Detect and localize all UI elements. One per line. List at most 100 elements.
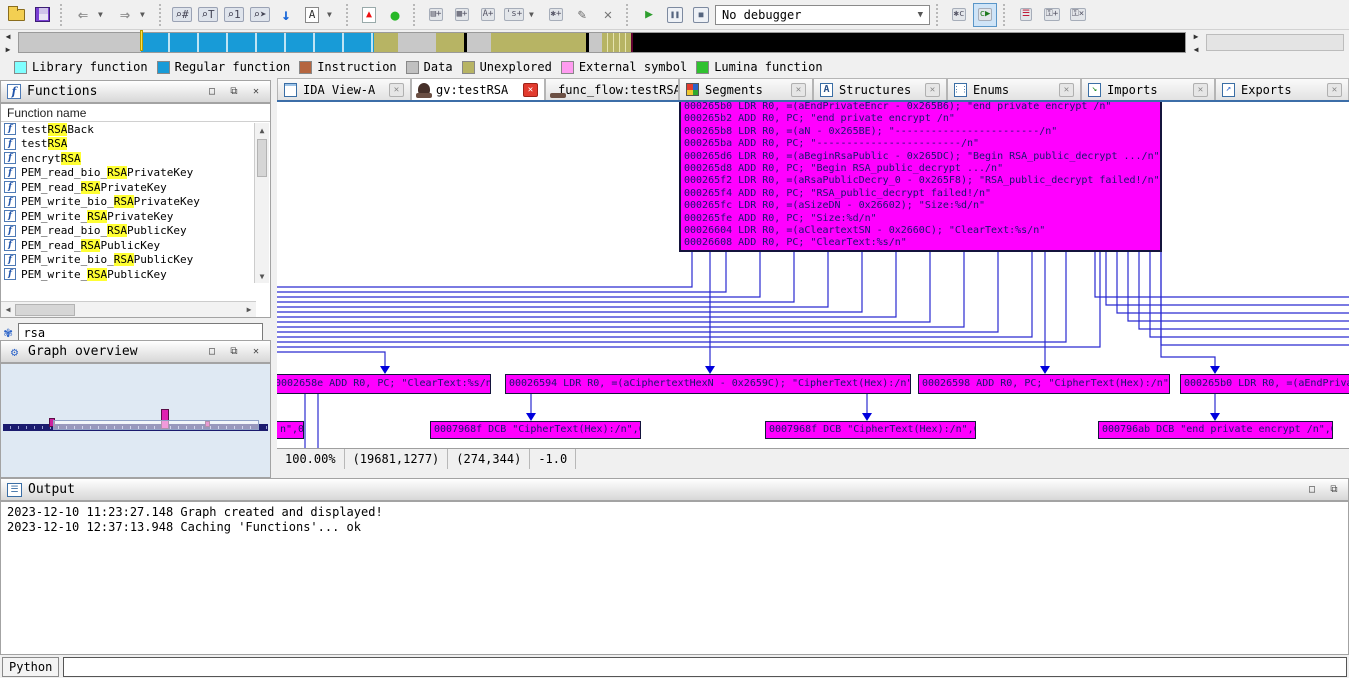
start-process-button[interactable]: ▶: [637, 3, 661, 27]
undefine-button[interactable]: ✕: [596, 3, 620, 27]
navigate-forward-button[interactable]: ⇒: [113, 3, 137, 27]
function-list-item[interactable]: f PEM_write_bio_RSAPrivateKey: [1, 195, 270, 210]
notebook-button[interactable]: ☰: [1014, 3, 1038, 27]
navband-scroll-left[interactable]: ◀ ▶: [2, 32, 14, 54]
function-list-item[interactable]: f PEM_read_RSAPublicKey: [1, 238, 270, 253]
pause-process-button[interactable]: ❚❚: [663, 3, 687, 27]
legend-label: Unexplored: [479, 60, 552, 74]
float-icon[interactable]: ⧉: [230, 346, 238, 357]
close-icon[interactable]: ✕: [252, 86, 260, 97]
navigate-back-button[interactable]: ⇐: [71, 3, 95, 27]
basic-block-node[interactable]: 000265b0 LDR R0, =(aEndPrivateEncr - 0x2…: [679, 102, 1162, 252]
scroll-down-icon[interactable]: ▼: [259, 271, 265, 281]
open-file-button[interactable]: [4, 3, 28, 27]
produce-c-file-button[interactable]: ✱c: [947, 3, 971, 27]
navband-position-marker: [140, 30, 143, 51]
close-icon[interactable]: ✕: [252, 346, 260, 357]
navigate-forward-dropdown[interactable]: ▼: [139, 3, 153, 27]
functions-vertical-scrollbar[interactable]: ▲ ▼: [254, 123, 269, 283]
functions-horizontal-scrollbar[interactable]: ◀ ▶: [1, 301, 256, 317]
make-string-button[interactable]: A+: [476, 3, 500, 27]
graph-overview-title-bar[interactable]: ⚙ Graph overview □ ⧉ ✕: [0, 340, 271, 363]
functions-title-bar[interactable]: f Functions □ ⧉ ✕: [0, 80, 271, 103]
text-view-button[interactable]: A: [300, 3, 324, 27]
search-text-button[interactable]: ⌕T: [196, 3, 220, 27]
function-list-item[interactable]: f PEM_write_RSAPrivateKey: [1, 209, 270, 224]
tab-exports[interactable]: ↗ Exports ✕: [1215, 78, 1349, 100]
graph-view-canvas[interactable]: 000265b0 LDR R0, =(aEndPrivateEncr - 0x2…: [277, 100, 1349, 448]
stop-process-button[interactable]: ■: [689, 3, 713, 27]
navigate-back-dropdown[interactable]: ▼: [97, 3, 111, 27]
close-icon[interactable]: ✕: [1327, 82, 1342, 97]
tab-imports[interactable]: ↘ Imports ✕: [1081, 78, 1215, 100]
function-list-item[interactable]: f PEM_read_bio_RSAPrivateKey: [1, 166, 270, 181]
basic-block-node[interactable]: 000265b0 LDR R0, =(aEndPrivateEncr - 0x2…: [1180, 374, 1349, 394]
close-icon[interactable]: ✕: [523, 82, 538, 97]
function-list-item[interactable]: f encrytRSA: [1, 151, 270, 166]
basic-block-node[interactable]: 0002658e ADD R0, PC; "ClearText:%s/n": [277, 374, 491, 394]
python-command-input[interactable]: [63, 656, 1347, 677]
basic-block-node[interactable]: 0007968f DCB "CipherText(Hex):/n",0: [430, 421, 641, 439]
tab-func-flow-testrsa[interactable]: func_flow:testRSA ✕: [545, 78, 679, 100]
function-list-item[interactable]: f PEM_read_bio_RSAPublicKey: [1, 224, 270, 239]
output-log[interactable]: 2023-12-10 11:23:27.148 Graph created an…: [0, 501, 1349, 655]
scroll-right-icon[interactable]: ▶: [246, 305, 252, 314]
close-icon[interactable]: ✕: [1193, 82, 1208, 97]
jump-to-address-button[interactable]: ↓: [274, 3, 298, 27]
search-binary-button[interactable]: ⌕#: [170, 3, 194, 27]
graph-overview-canvas[interactable]: [0, 363, 271, 478]
basic-block-node[interactable]: 00026594 LDR R0, =(aCiphertextHexN - 0x2…: [505, 374, 911, 394]
navband-segment: [467, 33, 491, 52]
close-icon[interactable]: ✕: [925, 82, 940, 97]
decompile-button[interactable]: c▶: [973, 2, 997, 27]
edit-button[interactable]: ✎: [570, 3, 594, 27]
basic-block-node[interactable]: 000796ab DCB "end private encrypt /n",0: [1098, 421, 1333, 439]
function-list-item[interactable]: f testRSA: [1, 137, 270, 152]
function-name-column-header[interactable]: Function name: [1, 104, 270, 122]
function-list-item[interactable]: f PEM_read_RSAPrivateKey: [1, 180, 270, 195]
overview-viewport-rect[interactable]: [53, 420, 259, 430]
make-code-button[interactable]: ▤+: [424, 3, 448, 27]
float-icon[interactable]: ⧉: [230, 86, 238, 97]
make-data-button[interactable]: ▦+: [450, 3, 474, 27]
tab-gv-testrsa[interactable]: gv:testRSA ✕: [411, 78, 545, 100]
basic-block-node[interactable]: 00026598 ADD R0, PC; "CipherText(Hex):/n…: [918, 374, 1170, 394]
python-interpreter-button[interactable]: Python: [2, 656, 60, 677]
scrollbar-thumb[interactable]: [257, 139, 267, 177]
lumina-status-button[interactable]: ●: [383, 3, 407, 27]
navband-scroll-right[interactable]: ▶ ◀: [1190, 32, 1202, 54]
tab-segments[interactable]: Segments ✕: [679, 78, 813, 100]
maximize-icon[interactable]: □: [1308, 484, 1316, 495]
close-icon[interactable]: ✕: [389, 82, 404, 97]
scrollbar-thumb[interactable]: [15, 303, 75, 316]
maximize-icon[interactable]: □: [208, 86, 216, 97]
problems-button[interactable]: ▲: [357, 3, 381, 27]
search-next-button[interactable]: ⌕➤: [248, 3, 272, 27]
basic-block-node[interactable]: 0007968f DCB "CipherText(Hex):/n",0: [765, 421, 976, 439]
function-list-item[interactable]: f testRSABack: [1, 122, 270, 137]
make-array-button[interactable]: ✱+: [544, 3, 568, 27]
scroll-up-icon[interactable]: ▲: [259, 125, 265, 135]
remove-key-button[interactable]: ⚿×: [1066, 3, 1090, 27]
basic-block-node[interactable]: n",0: [277, 421, 304, 439]
make-struct-button[interactable]: 's+: [502, 3, 526, 27]
debugger-select[interactable]: No debugger ▼: [715, 4, 930, 25]
search-immediate-button[interactable]: ⌕1: [222, 3, 246, 27]
maximize-icon[interactable]: □: [208, 346, 216, 357]
make-struct-dropdown[interactable]: ▼: [528, 3, 542, 27]
save-button[interactable]: [30, 3, 54, 27]
close-icon[interactable]: ✕: [1059, 82, 1074, 97]
navband-track[interactable]: [18, 32, 1186, 53]
add-key-button[interactable]: ⚿+: [1040, 3, 1064, 27]
text-view-dropdown[interactable]: ▼: [326, 3, 340, 27]
function-list-item[interactable]: f PEM_write_bio_RSAPublicKey: [1, 253, 270, 268]
output-title-bar[interactable]: ☰ Output □ ⧉: [0, 478, 1349, 501]
filter-clear-icon[interactable]: ✾: [4, 325, 13, 341]
float-icon[interactable]: ⧉: [1330, 484, 1338, 495]
tab-enums[interactable]: ⋮⋮ Enums ✕: [947, 78, 1081, 100]
tab-structures[interactable]: A Structures ✕: [813, 78, 947, 100]
scroll-left-icon[interactable]: ◀: [5, 305, 11, 314]
tab-ida-view-a[interactable]: IDA View-A ✕: [277, 78, 411, 100]
function-list-item[interactable]: f PEM_write_RSAPublicKey: [1, 267, 270, 282]
close-icon[interactable]: ✕: [791, 82, 806, 97]
